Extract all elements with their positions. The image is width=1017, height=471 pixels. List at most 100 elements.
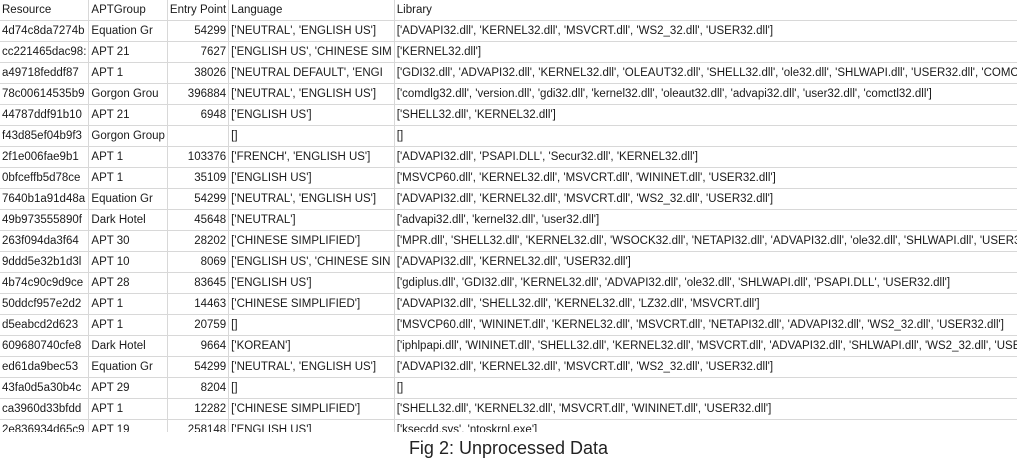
cell[interactable]: ['gdiplus.dll', 'GDI32.dll', 'KERNEL32.d… (394, 272, 1017, 294)
cell[interactable]: ca3960d33bfdd (0, 398, 90, 420)
cell[interactable]: Entry Point (167, 0, 230, 21)
cell[interactable]: 7640b1a91d48a (0, 188, 90, 210)
cell[interactable]: 50ddcf957e2d2 (0, 293, 90, 315)
cell[interactable]: ['KOREAN'] (228, 335, 395, 357)
cell[interactable]: 609680740cfe8 (0, 335, 90, 357)
cell[interactable]: ['comdlg32.dll', 'version.dll', 'gdi32.d… (394, 83, 1017, 105)
cell[interactable]: APT 1 (88, 167, 168, 189)
cell[interactable]: 0bfceffb5d78ce (0, 167, 90, 189)
cell[interactable]: 4b74c90c9d9ce (0, 272, 90, 294)
cell[interactable]: 49b973555890f (0, 209, 90, 231)
cell[interactable]: ['ADVAPI32.dll', 'SHELL32.dll', 'KERNEL3… (394, 293, 1017, 315)
cell[interactable]: APT 28 (88, 272, 168, 294)
cell[interactable]: ['KERNEL32.dll'] (394, 41, 1017, 63)
cell[interactable]: ['MSVCP60.dll', 'WININET.dll', 'KERNEL32… (394, 314, 1017, 336)
cell[interactable]: cc221465dac98: (0, 41, 90, 63)
cell[interactable]: ['ADVAPI32.dll', 'PSAPI.DLL', 'Secur32.d… (394, 146, 1017, 168)
cell[interactable]: 9ddd5e32b1d3l (0, 251, 90, 273)
cell[interactable]: [] (228, 125, 395, 147)
cell[interactable]: ['ENGLISH US'] (228, 419, 395, 432)
cell[interactable]: 43fa0d5a30b4c (0, 377, 90, 399)
cell[interactable]: ['iphlpapi.dll', 'WININET.dll', 'SHELL32… (394, 335, 1017, 357)
cell[interactable]: ['NEUTRAL'] (228, 209, 395, 231)
cell[interactable]: Resource (0, 0, 90, 21)
cell[interactable]: ['ENGLISH US'] (228, 104, 395, 126)
cell[interactable]: 54299 (167, 20, 230, 42)
cell[interactable]: 12282 (167, 398, 230, 420)
cell[interactable]: ['MPR.dll', 'SHELL32.dll', 'KERNEL32.dll… (394, 230, 1017, 252)
cell[interactable]: Library (394, 0, 1017, 21)
cell[interactable]: ['ADVAPI32.dll', 'KERNEL32.dll', 'MSVCRT… (394, 188, 1017, 210)
cell[interactable]: 8204 (167, 377, 230, 399)
cell[interactable]: 20759 (167, 314, 230, 336)
cell[interactable]: ['ADVAPI32.dll', 'KERNEL32.dll', 'MSVCRT… (394, 356, 1017, 378)
cell[interactable]: Gorgon Grou (88, 83, 168, 105)
cell[interactable]: ['ENGLISH US', 'CHINESE SIN (228, 251, 395, 273)
cell[interactable]: APTGroup (88, 0, 168, 21)
cell[interactable]: ['FRENCH', 'ENGLISH US'] (228, 146, 395, 168)
cell[interactable]: 38026 (167, 62, 230, 84)
cell[interactable]: APT 19 (88, 419, 168, 432)
cell[interactable]: 2f1e006fae9b1 (0, 146, 90, 168)
cell[interactable]: 8069 (167, 251, 230, 273)
cell[interactable]: Gorgon Group (88, 125, 168, 147)
cell[interactable]: ['ADVAPI32.dll', 'KERNEL32.dll', 'MSVCRT… (394, 20, 1017, 42)
cell[interactable]: ['CHINESE SIMPLIFIED'] (228, 398, 395, 420)
cell[interactable]: Language (228, 0, 395, 21)
cell[interactable]: ['SHELL32.dll', 'KERNEL32.dll', 'MSVCRT.… (394, 398, 1017, 420)
cell[interactable]: ['ENGLISH US'] (228, 167, 395, 189)
cell[interactable]: 28202 (167, 230, 230, 252)
cell[interactable]: ['ENGLISH US'] (228, 272, 395, 294)
cell[interactable]: 45648 (167, 209, 230, 231)
cell[interactable]: APT 21 (88, 41, 168, 63)
cell[interactable]: 54299 (167, 356, 230, 378)
cell[interactable]: d5eabcd2d623 (0, 314, 90, 336)
cell[interactable]: 258148 (167, 419, 230, 432)
cell[interactable]: [] (394, 125, 1017, 147)
cell[interactable]: ed61da9bec53 (0, 356, 90, 378)
cell[interactable]: ['NEUTRAL', 'ENGLISH US'] (228, 20, 395, 42)
cell[interactable]: ['ksecdd.sys', 'ntoskrnl.exe'] (394, 419, 1017, 432)
cell[interactable]: Equation Gr (88, 188, 168, 210)
cell[interactable]: 6948 (167, 104, 230, 126)
cell[interactable]: ['ADVAPI32.dll', 'KERNEL32.dll', 'USER32… (394, 251, 1017, 273)
cell[interactable]: 44787ddf91b10 (0, 104, 90, 126)
cell[interactable]: f43d85ef04b9f3 (0, 125, 90, 147)
cell[interactable]: Dark Hotel (88, 209, 168, 231)
cell[interactable]: 103376 (167, 146, 230, 168)
cell[interactable]: Dark Hotel (88, 335, 168, 357)
cell[interactable]: [] (228, 377, 395, 399)
cell[interactable]: ['NEUTRAL', 'ENGLISH US'] (228, 83, 395, 105)
cell[interactable]: ['CHINESE SIMPLIFIED'] (228, 230, 395, 252)
cell[interactable]: ['ENGLISH US', 'CHINESE SIM (228, 41, 395, 63)
cell[interactable]: 2e836934d65c9 (0, 419, 90, 432)
cell[interactable]: Equation Gr (88, 20, 168, 42)
cell[interactable]: 14463 (167, 293, 230, 315)
cell[interactable]: 78c00614535b9 (0, 83, 90, 105)
cell[interactable]: 7627 (167, 41, 230, 63)
cell[interactable]: [] (394, 377, 1017, 399)
cell[interactable]: APT 1 (88, 62, 168, 84)
cell[interactable]: ['GDI32.dll', 'ADVAPI32.dll', 'KERNEL32.… (394, 62, 1017, 84)
cell[interactable]: APT 1 (88, 293, 168, 315)
cell[interactable]: a49718feddf87 (0, 62, 90, 84)
cell[interactable]: APT 21 (88, 104, 168, 126)
cell[interactable]: 4d74c8da7274b (0, 20, 90, 42)
cell[interactable]: APT 30 (88, 230, 168, 252)
cell[interactable]: ['advapi32.dll', 'kernel32.dll', 'user32… (394, 209, 1017, 231)
cell[interactable]: 35109 (167, 167, 230, 189)
cell[interactable]: ['CHINESE SIMPLIFIED'] (228, 293, 395, 315)
cell[interactable] (167, 125, 230, 147)
cell[interactable]: APT 29 (88, 377, 168, 399)
cell[interactable]: ['NEUTRAL DEFAULT', 'ENGI (228, 62, 395, 84)
cell[interactable]: APT 1 (88, 146, 168, 168)
cell[interactable]: ['NEUTRAL', 'ENGLISH US'] (228, 356, 395, 378)
cell[interactable]: APT 1 (88, 398, 168, 420)
cell[interactable]: APT 10 (88, 251, 168, 273)
cell[interactable]: 83645 (167, 272, 230, 294)
cell[interactable]: 9664 (167, 335, 230, 357)
cell[interactable]: Equation Gr (88, 356, 168, 378)
cell[interactable]: ['SHELL32.dll', 'KERNEL32.dll'] (394, 104, 1017, 126)
cell[interactable]: APT 1 (88, 314, 168, 336)
cell[interactable]: ['NEUTRAL', 'ENGLISH US'] (228, 188, 395, 210)
